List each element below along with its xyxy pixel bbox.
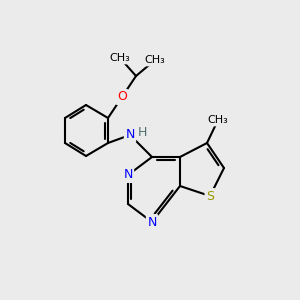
- Text: N: N: [123, 169, 133, 182]
- Text: O: O: [117, 91, 127, 103]
- Text: H: H: [137, 125, 147, 139]
- Text: S: S: [206, 190, 214, 202]
- Text: N: N: [125, 128, 135, 142]
- Text: CH₃: CH₃: [145, 55, 165, 65]
- Text: N: N: [147, 215, 157, 229]
- Text: CH₃: CH₃: [110, 53, 130, 63]
- Text: CH₃: CH₃: [208, 115, 228, 125]
